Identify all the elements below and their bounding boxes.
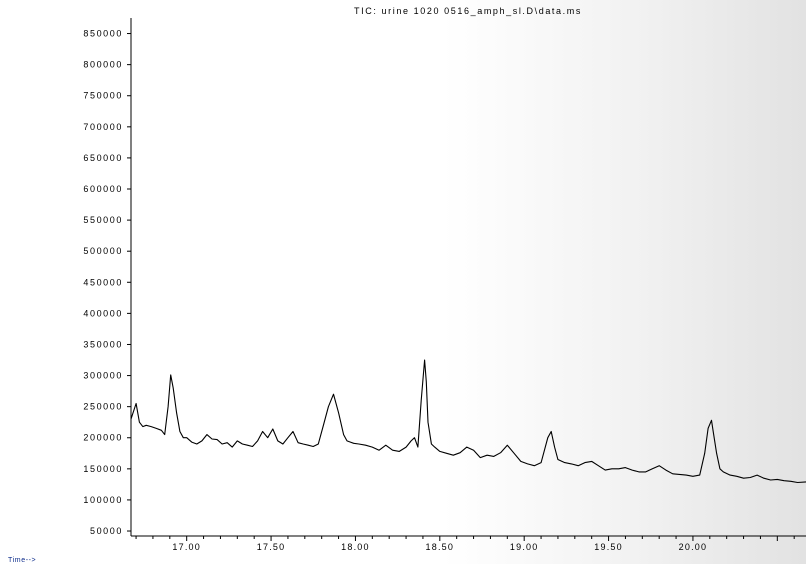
x-tick-label: 17.50 — [257, 542, 286, 552]
y-tick-label: 550000 — [83, 215, 123, 225]
y-tick-label: 500000 — [83, 246, 123, 256]
y-tick-label: 300000 — [83, 371, 123, 381]
x-tick-label: 19.00 — [510, 542, 539, 552]
y-tick-label: 200000 — [83, 433, 123, 443]
y-tick-label: 100000 — [83, 495, 123, 505]
tic-trace-line — [130, 359, 806, 484]
y-tick-label: 400000 — [83, 308, 123, 318]
chart-title: TIC: urine 1020 0516_amph_sl.D\data.ms — [354, 6, 582, 16]
x-axis-label: Time--> — [8, 557, 36, 564]
x-tick-label: 20.00 — [679, 542, 708, 552]
x-ticks: 17.00 17.50 18.00 18.50 19.00 19.50 20.00 — [135, 536, 795, 552]
series-group — [130, 359, 806, 484]
y-tick-label: 600000 — [83, 184, 123, 194]
y-tick-label: 50000 — [90, 526, 123, 536]
x-tick-label: 18.00 — [341, 542, 370, 552]
y-tick-label: 350000 — [83, 339, 123, 349]
y-ticks: 50000 100000 150000 200000 250000 300000 35000… — [83, 29, 131, 536]
y-tick-label: 650000 — [83, 153, 123, 163]
y-tick-label: 150000 — [83, 464, 123, 474]
y-tick-label: 700000 — [83, 122, 123, 132]
y-tick-label: 750000 — [83, 91, 123, 101]
y-tick-label: 250000 — [83, 402, 123, 412]
x-tick-label: 17.00 — [172, 542, 201, 552]
y-tick-label: 850000 — [83, 29, 123, 39]
y-tick-label: 800000 — [83, 60, 123, 70]
y-tick-label: 450000 — [83, 277, 123, 287]
x-tick-label: 19.50 — [594, 542, 623, 552]
x-tick-label: 18.50 — [426, 542, 455, 552]
